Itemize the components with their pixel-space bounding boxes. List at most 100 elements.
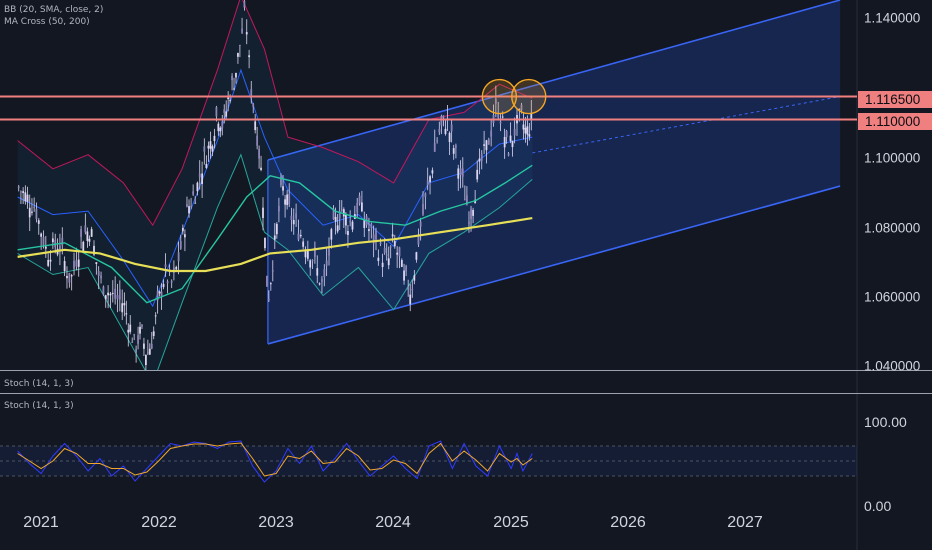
candle-body [299, 234, 302, 237]
bb-lower-line [17, 153, 533, 370]
candle-body [217, 123, 220, 132]
candle-body [309, 260, 312, 268]
candle-body [470, 209, 472, 219]
candle-body [483, 144, 485, 146]
stoch-pane-title-label[interactable]: Stoch (14, 1, 3) [4, 379, 74, 389]
candle-body [129, 324, 132, 332]
candle-body [440, 115, 443, 126]
candle-body [211, 146, 214, 152]
candle-body [466, 195, 468, 205]
candle-body [297, 233, 300, 240]
candle-body [522, 124, 525, 130]
x-tick-label: 2023 [258, 514, 294, 531]
candle-body [184, 234, 186, 238]
candle-body [97, 270, 100, 276]
candle-body [381, 262, 384, 268]
candle-body [131, 341, 134, 343]
candle-body [344, 214, 347, 226]
candle-body [73, 260, 75, 269]
candle-body [100, 275, 102, 279]
candle-body [59, 245, 61, 252]
candle-body [205, 163, 208, 169]
candle-body [175, 266, 178, 270]
candle-body [409, 294, 412, 305]
candle-body [323, 269, 326, 278]
candle-body [278, 205, 280, 212]
stoch-indicator-label[interactable]: Stoch (14, 1, 3) [4, 401, 74, 411]
candle-body [47, 260, 50, 266]
candle-body [487, 139, 490, 145]
candle-body [123, 302, 126, 306]
candle-body [485, 140, 488, 151]
candle-body [262, 207, 264, 218]
channel-midline [532, 96, 841, 154]
candle-body [35, 208, 38, 220]
candle-body [156, 290, 159, 301]
candle-body [28, 207, 31, 218]
candle-body [393, 241, 396, 247]
candle-body [143, 343, 145, 349]
candle-body [250, 89, 253, 96]
candle-body [111, 292, 114, 294]
price-tick-label: 1.040000 [864, 358, 921, 374]
candle-body [282, 186, 284, 191]
candle-body [266, 275, 268, 287]
price-pane [0, 0, 857, 370]
candle-body [400, 260, 403, 267]
candle-body [233, 88, 235, 90]
candle-body [431, 170, 434, 174]
candle-body [372, 234, 375, 244]
candle-body [518, 108, 521, 110]
candle-body [472, 210, 474, 216]
candle-body [314, 247, 316, 257]
candle-body [26, 194, 29, 202]
candle-body [332, 208, 335, 220]
candle-body [84, 225, 87, 233]
candle-body [316, 268, 319, 276]
candle-body [148, 348, 151, 355]
candle-body [179, 241, 182, 249]
candle-body [22, 191, 25, 194]
regression-channel-fill [267, 0, 841, 344]
stoch-tick-label: 100.00 [864, 414, 907, 430]
candle-body [70, 275, 73, 277]
candle-body [407, 287, 410, 290]
candle-body [146, 352, 149, 354]
candle-body [377, 257, 380, 261]
candle-body [221, 121, 224, 129]
candle-body [478, 158, 481, 162]
candle-body [164, 264, 167, 267]
candle-body [288, 193, 291, 205]
candle-body [358, 195, 361, 204]
candle-body [328, 247, 330, 256]
candle-body [219, 127, 222, 132]
price-tick-label: 1.080000 [864, 220, 921, 236]
candle-body [419, 221, 422, 227]
candle-body [75, 260, 78, 267]
candle-body [77, 259, 80, 267]
candle-body [95, 262, 98, 264]
candle-body [370, 224, 373, 229]
price-tick-label: 1.140000 [864, 10, 921, 26]
candle-body [24, 192, 27, 202]
candle-body [229, 100, 232, 102]
candle-body [102, 286, 105, 295]
candle-body [93, 245, 95, 255]
x-tick-label: 2022 [141, 514, 177, 531]
candle-body [468, 222, 470, 224]
candle-body [158, 291, 161, 294]
candle-body [141, 325, 143, 327]
candle-body [51, 238, 54, 243]
bb-indicator-label[interactable]: BB (20, SMA, close, 2) [4, 5, 104, 15]
ma-cross-indicator-label[interactable]: MA Cross (50, 200) [4, 17, 90, 27]
highlight-circle [511, 78, 547, 115]
candle-body [20, 191, 22, 193]
channel-lower-line [267, 185, 841, 345]
candle-body [109, 293, 112, 296]
candle-body [137, 335, 139, 344]
candle-body [463, 199, 466, 201]
candle-body [304, 250, 307, 258]
candle-body [391, 234, 394, 237]
price-tick-label: 1.060000 [864, 289, 921, 305]
